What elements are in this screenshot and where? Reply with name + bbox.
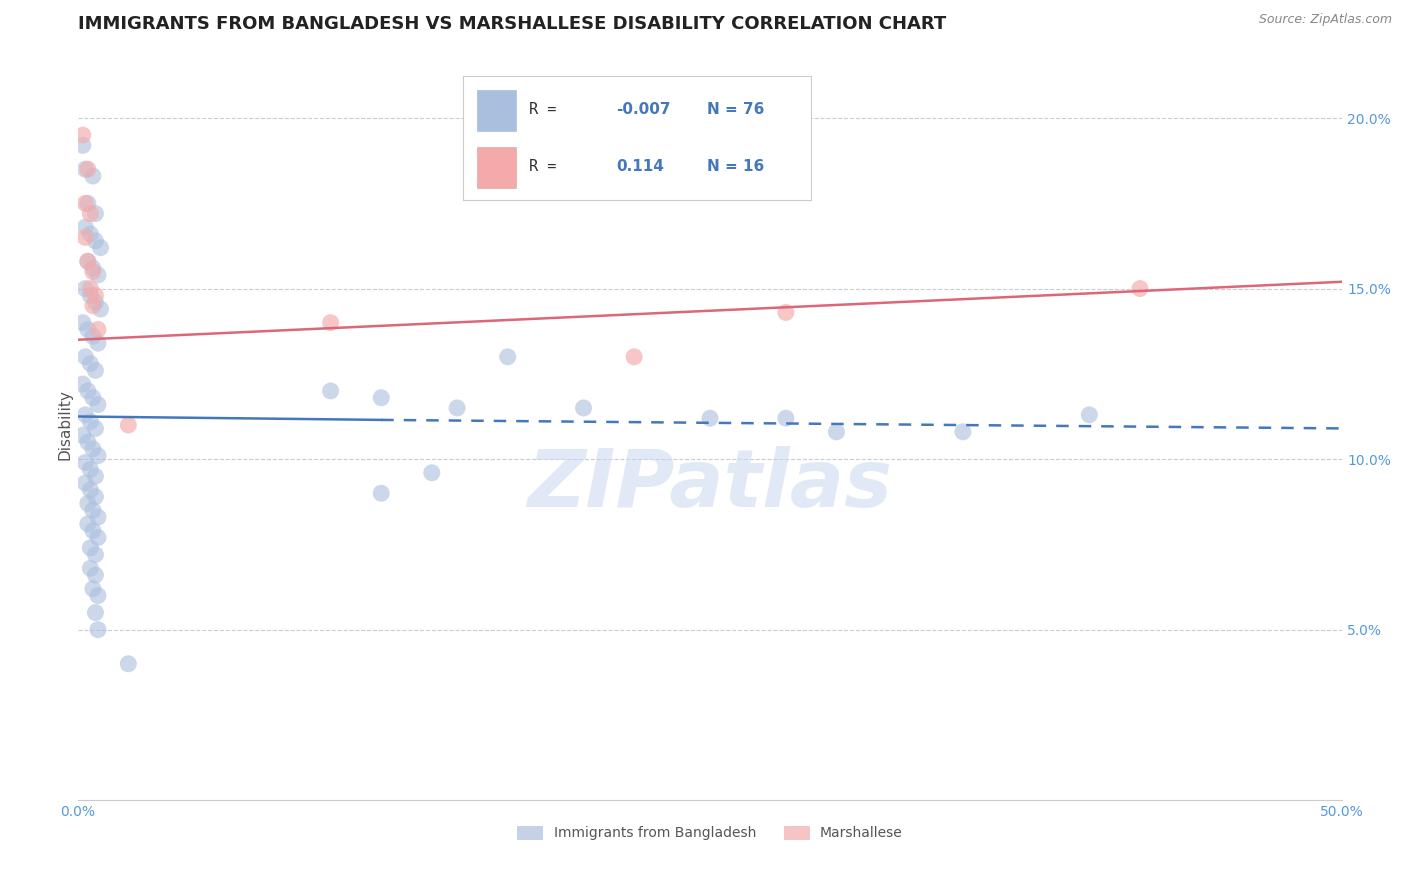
- Point: [82, 391, 104, 405]
- Point: [1129, 282, 1152, 296]
- Point: [496, 350, 519, 364]
- Point: [319, 316, 342, 330]
- Point: [76, 435, 98, 450]
- Point: [89, 301, 111, 316]
- Point: [75, 220, 97, 235]
- Point: [82, 524, 104, 538]
- Point: [84, 206, 107, 220]
- Point: [89, 241, 111, 255]
- Point: [775, 411, 797, 425]
- Point: [82, 264, 104, 278]
- Point: [72, 128, 94, 142]
- Point: [84, 288, 107, 302]
- Point: [84, 234, 107, 248]
- Point: [75, 196, 97, 211]
- Point: [84, 295, 107, 310]
- Point: [79, 541, 101, 555]
- Point: [79, 282, 101, 296]
- Point: [79, 462, 101, 476]
- Text: Source: ZipAtlas.com: Source: ZipAtlas.com: [1258, 13, 1392, 27]
- Point: [76, 254, 98, 268]
- Point: [82, 329, 104, 343]
- Point: [75, 475, 97, 490]
- Point: [82, 169, 104, 183]
- Point: [87, 623, 110, 637]
- Point: [79, 288, 101, 302]
- Point: [370, 486, 392, 500]
- Point: [87, 322, 110, 336]
- Point: [84, 421, 107, 435]
- Point: [446, 401, 468, 415]
- Point: [117, 417, 139, 432]
- Point: [572, 401, 595, 415]
- Point: [420, 466, 443, 480]
- Point: [84, 469, 107, 483]
- Point: [84, 568, 107, 582]
- Point: [79, 483, 101, 497]
- Point: [79, 415, 101, 429]
- Point: [79, 561, 101, 575]
- Point: [72, 316, 94, 330]
- Point: [79, 206, 101, 220]
- Point: [84, 490, 107, 504]
- Point: [87, 531, 110, 545]
- Point: [72, 138, 94, 153]
- Point: [84, 548, 107, 562]
- Text: IMMIGRANTS FROM BANGLADESH VS MARSHALLESE DISABILITY CORRELATION CHART: IMMIGRANTS FROM BANGLADESH VS MARSHALLES…: [77, 15, 946, 33]
- Point: [82, 261, 104, 276]
- Point: [76, 496, 98, 510]
- Point: [76, 516, 98, 531]
- Legend: Immigrants from Bangladesh, Marshallese: Immigrants from Bangladesh, Marshallese: [512, 821, 908, 846]
- Point: [117, 657, 139, 671]
- Point: [72, 377, 94, 392]
- Point: [87, 398, 110, 412]
- Point: [82, 503, 104, 517]
- Point: [76, 254, 98, 268]
- Point: [87, 510, 110, 524]
- Point: [84, 606, 107, 620]
- Point: [76, 384, 98, 398]
- Point: [623, 350, 645, 364]
- Point: [79, 357, 101, 371]
- Point: [76, 162, 98, 177]
- Point: [87, 449, 110, 463]
- Point: [1078, 408, 1101, 422]
- Point: [825, 425, 848, 439]
- Point: [370, 391, 392, 405]
- Point: [76, 322, 98, 336]
- Point: [699, 411, 721, 425]
- Text: ZIPatlas: ZIPatlas: [527, 446, 893, 524]
- Point: [75, 282, 97, 296]
- Point: [75, 456, 97, 470]
- Point: [87, 589, 110, 603]
- Point: [72, 428, 94, 442]
- Point: [75, 350, 97, 364]
- Point: [952, 425, 974, 439]
- Point: [79, 227, 101, 241]
- Point: [76, 196, 98, 211]
- Point: [82, 442, 104, 456]
- Point: [82, 582, 104, 596]
- Point: [82, 299, 104, 313]
- Point: [319, 384, 342, 398]
- Point: [775, 305, 797, 319]
- Point: [87, 336, 110, 351]
- Point: [75, 408, 97, 422]
- Point: [75, 230, 97, 244]
- Y-axis label: Disability: Disability: [58, 390, 72, 460]
- Point: [87, 268, 110, 282]
- Point: [75, 162, 97, 177]
- Point: [84, 363, 107, 377]
